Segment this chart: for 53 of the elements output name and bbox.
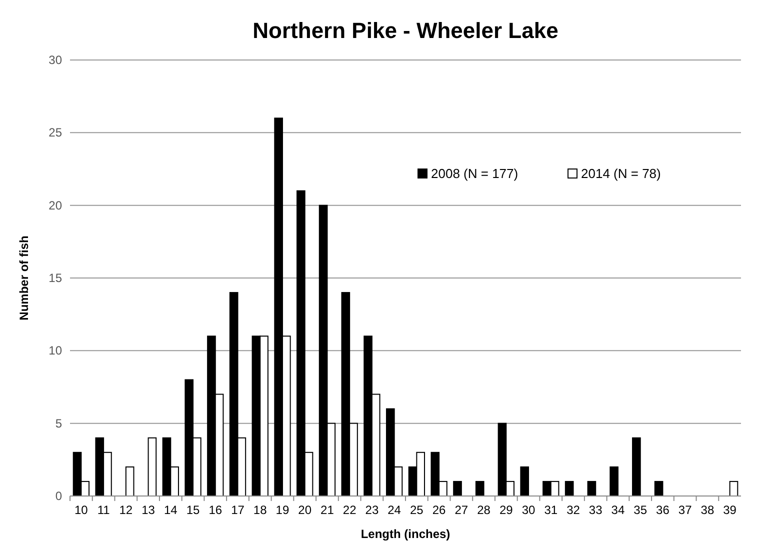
x-tick-label: 32 <box>566 503 580 517</box>
x-tick-label: 10 <box>74 503 88 517</box>
x-tick-label: 19 <box>276 503 290 517</box>
x-tick-label: 28 <box>477 503 491 517</box>
bar <box>453 480 462 496</box>
x-axis-title: Length (inches) <box>360 527 450 541</box>
x-tick-label: 36 <box>656 503 670 517</box>
chart-title: Northern Pike - Wheeler Lake <box>252 18 558 43</box>
x-tick-label: 38 <box>700 503 714 517</box>
x-tick-label: 22 <box>342 503 357 517</box>
bar <box>729 480 738 496</box>
y-tick-label: 10 <box>48 344 62 358</box>
legend-label: 2014 (N = 78) <box>581 166 661 181</box>
bar <box>148 437 157 496</box>
x-tick-label: 33 <box>588 503 603 517</box>
x-tick-label: 24 <box>388 503 402 517</box>
y-tick-label: 20 <box>48 198 62 212</box>
bar <box>587 480 596 496</box>
x-tick-label: 23 <box>365 503 379 517</box>
bar <box>564 480 574 496</box>
bar <box>475 480 484 496</box>
x-tick-label: 37 <box>678 503 692 517</box>
bar <box>654 480 664 496</box>
y-tick-label: 25 <box>48 126 62 140</box>
x-tick-label: 13 <box>142 503 156 517</box>
x-tick-label: 21 <box>320 503 334 517</box>
y-tick-label: 15 <box>48 271 62 285</box>
x-tick-label: 20 <box>298 503 312 517</box>
x-tick-label: 29 <box>499 503 514 517</box>
x-tick-label: 35 <box>634 503 648 517</box>
x-tick-label: 14 <box>164 503 178 517</box>
x-tick-label: 27 <box>454 503 468 517</box>
x-tick-label: 30 <box>522 503 536 517</box>
x-tick-label: 39 <box>723 503 737 517</box>
bar <box>125 466 134 496</box>
y-tick-label: 5 <box>55 416 62 430</box>
x-tick-label: 34 <box>611 503 625 517</box>
x-tick-label: 16 <box>208 503 222 517</box>
x-tick-label: 31 <box>544 503 558 517</box>
x-tick-label: 15 <box>186 503 200 517</box>
y-tick-label: 0 <box>55 489 62 503</box>
bar <box>610 466 618 496</box>
x-tick-label: 26 <box>432 503 446 517</box>
x-tick-label: 25 <box>410 503 424 517</box>
legend-label: 2008 (N = 177) <box>431 166 518 181</box>
x-tick-label: 17 <box>231 503 245 517</box>
bar <box>632 437 641 496</box>
x-tick-label: 11 <box>97 503 110 517</box>
y-axis-title: Number of fish <box>17 236 31 320</box>
y-tick-label: 30 <box>48 53 62 67</box>
x-tick-label: 12 <box>119 503 133 517</box>
x-tick-label: 18 <box>253 503 268 517</box>
bar <box>520 466 530 496</box>
